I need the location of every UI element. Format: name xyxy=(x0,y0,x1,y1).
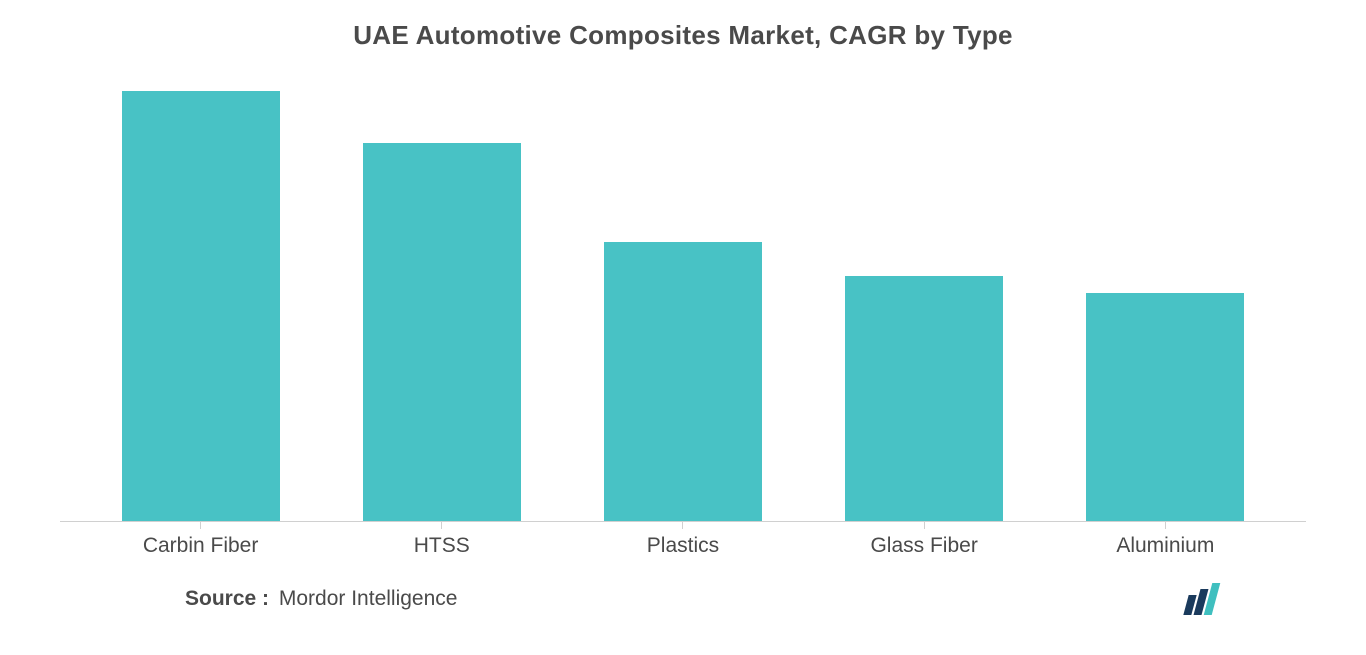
bar-wrapper-2 xyxy=(593,81,773,521)
tick-mark xyxy=(682,521,683,529)
bar-wrapper-3 xyxy=(834,81,1014,521)
tick-mark xyxy=(1165,521,1166,529)
tick-mark xyxy=(441,521,442,529)
bar-label: Aluminium xyxy=(1075,534,1255,558)
mordor-logo xyxy=(1186,583,1216,615)
tick-mark xyxy=(200,521,201,529)
bar-carbin-fiber xyxy=(122,91,280,521)
bar-aluminium xyxy=(1086,293,1244,521)
logo-bar xyxy=(1204,583,1221,615)
bar-label: Plastics xyxy=(593,534,773,558)
bar-wrapper-0 xyxy=(111,81,291,521)
bar-htss xyxy=(363,143,521,521)
bar-wrapper-1 xyxy=(352,81,532,521)
bar-plastics xyxy=(604,242,762,522)
source-container: Source : Mordor Intelligence xyxy=(185,587,457,611)
source-text: Mordor Intelligence xyxy=(279,587,458,610)
bar-glass-fiber xyxy=(845,276,1003,521)
bars-region xyxy=(60,81,1306,522)
tick-mark xyxy=(924,521,925,529)
chart-title: UAE Automotive Composites Market, CAGR b… xyxy=(60,20,1306,51)
source-label: Source : xyxy=(185,587,269,610)
chart-area: Carbin Fiber HTSS Plastics Glass Fiber A… xyxy=(60,81,1306,615)
bar-wrapper-4 xyxy=(1075,81,1255,521)
bar-label: Carbin Fiber xyxy=(111,534,291,558)
logo-bars-icon xyxy=(1186,583,1216,615)
source-line: Source : Mordor Intelligence xyxy=(60,583,1306,615)
bar-label: HTSS xyxy=(352,534,532,558)
bar-label: Glass Fiber xyxy=(834,534,1014,558)
chart-container: UAE Automotive Composites Market, CAGR b… xyxy=(0,0,1366,655)
